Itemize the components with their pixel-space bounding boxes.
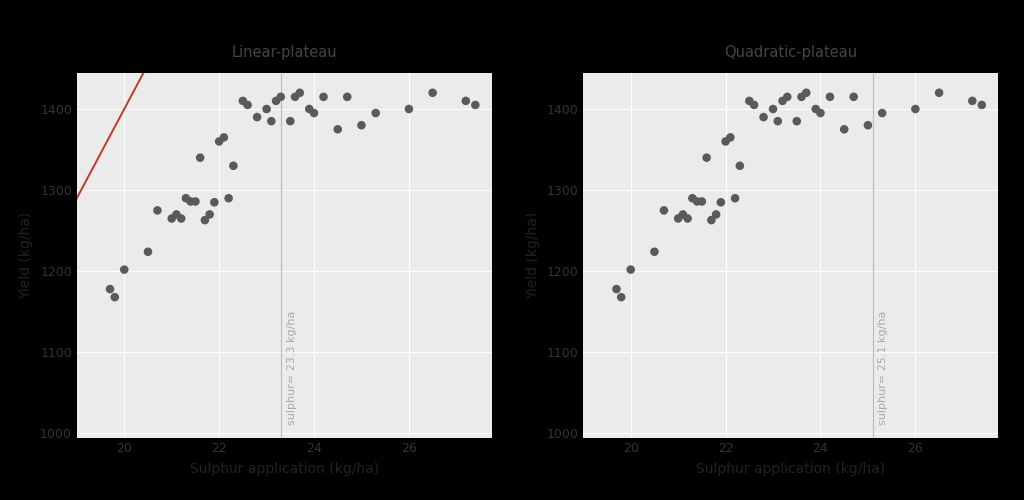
Point — [788, 117, 805, 125]
Point — [613, 293, 630, 301]
Point — [315, 93, 332, 101]
Y-axis label: Yield (kg/ha): Yield (kg/ha) — [19, 212, 33, 298]
Point — [191, 154, 208, 162]
Point — [846, 93, 862, 101]
Point — [234, 97, 251, 105]
Point — [306, 109, 323, 117]
Text: Quadratic-plateau: Quadratic-plateau — [724, 45, 857, 60]
Point — [225, 162, 242, 170]
Point — [670, 214, 686, 222]
Point — [249, 113, 265, 121]
Point — [282, 117, 298, 125]
Point — [608, 285, 625, 293]
Text: sulphur= 23.3 kg/ha: sulphur= 23.3 kg/ha — [287, 311, 297, 426]
Point — [206, 198, 222, 206]
X-axis label: Sulphur application (kg/ha): Sulphur application (kg/ha) — [696, 462, 886, 476]
Point — [693, 198, 710, 205]
Point — [216, 134, 232, 141]
Point — [722, 134, 738, 141]
Point — [873, 109, 890, 117]
Point — [675, 210, 691, 218]
Point — [770, 117, 786, 125]
Point — [258, 105, 274, 113]
Text: Linear-plateau: Linear-plateau — [231, 45, 337, 60]
Point — [272, 93, 289, 101]
Point — [703, 216, 720, 224]
Point — [727, 194, 743, 202]
Point — [756, 113, 772, 121]
Point — [240, 101, 256, 109]
Point — [106, 293, 123, 301]
Point — [779, 93, 796, 101]
Point — [467, 101, 483, 109]
Point — [822, 93, 839, 101]
Point — [339, 93, 355, 101]
Point — [400, 105, 417, 113]
Point — [907, 105, 924, 113]
Point — [168, 210, 184, 218]
Point — [812, 109, 828, 117]
Point — [698, 154, 715, 162]
Point — [458, 97, 474, 105]
Point — [101, 285, 118, 293]
Point — [353, 121, 370, 129]
Point — [713, 198, 729, 206]
Point — [301, 105, 317, 113]
Point — [836, 126, 852, 134]
Point — [731, 162, 748, 170]
Point — [263, 117, 280, 125]
Point — [287, 93, 303, 101]
Point — [164, 214, 180, 222]
Point — [330, 126, 346, 134]
Point — [368, 109, 384, 117]
Y-axis label: Yield (kg/ha): Yield (kg/ha) — [525, 212, 540, 298]
Point — [741, 97, 758, 105]
Point — [646, 248, 663, 256]
Point — [197, 216, 213, 224]
Point — [182, 198, 199, 205]
Point — [173, 214, 189, 222]
Point — [139, 248, 156, 256]
Point — [708, 210, 724, 218]
Point — [424, 89, 440, 97]
Point — [965, 97, 981, 105]
Point — [794, 93, 810, 101]
X-axis label: Sulphur application (kg/ha): Sulphur application (kg/ha) — [189, 462, 379, 476]
Point — [202, 210, 218, 218]
Point — [808, 105, 824, 113]
Point — [931, 89, 947, 97]
Point — [860, 121, 877, 129]
Point — [116, 266, 132, 274]
Point — [150, 206, 166, 214]
Point — [623, 266, 639, 274]
Point — [718, 138, 734, 145]
Point — [745, 101, 762, 109]
Point — [178, 194, 195, 202]
Point — [187, 198, 204, 205]
Point — [684, 194, 700, 202]
Point — [974, 101, 990, 109]
Point — [655, 206, 672, 214]
Text: sulphur= 25.1 kg/ha: sulphur= 25.1 kg/ha — [879, 311, 889, 426]
Point — [680, 214, 696, 222]
Point — [268, 97, 285, 105]
Point — [292, 89, 308, 97]
Point — [774, 97, 791, 105]
Point — [211, 138, 227, 145]
Point — [765, 105, 781, 113]
Point — [220, 194, 237, 202]
Point — [798, 89, 814, 97]
Point — [689, 198, 706, 205]
